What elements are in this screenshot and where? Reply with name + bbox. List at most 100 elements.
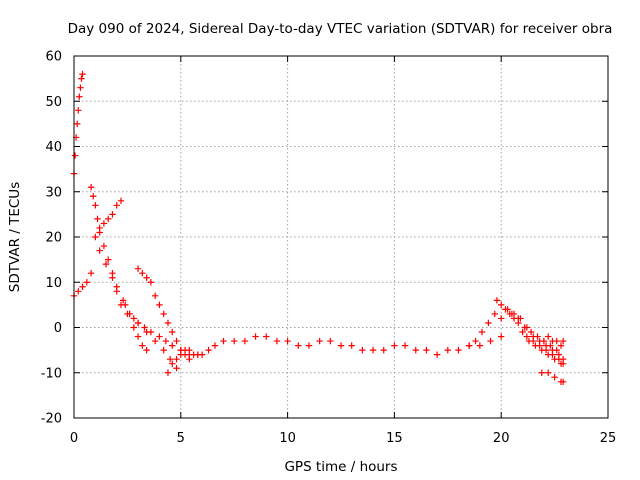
data-point <box>559 360 567 367</box>
y-tick-label: 20 <box>45 231 62 246</box>
data-point <box>156 301 163 309</box>
data-point <box>455 346 462 354</box>
data-point <box>79 70 86 78</box>
data-point <box>177 351 184 358</box>
data-point <box>327 337 334 345</box>
chart-title: Day 090 of 2024, Sidereal Day-to-day VTE… <box>68 21 613 37</box>
data-point <box>412 346 419 354</box>
data-point <box>139 270 146 277</box>
data-point <box>476 342 484 349</box>
data-point <box>557 342 565 349</box>
data-point <box>173 355 180 363</box>
data-point <box>534 333 541 340</box>
data-point <box>79 283 86 290</box>
y-tick-label: -10 <box>41 366 62 381</box>
x-tick-label: 5 <box>177 431 185 446</box>
data-point <box>104 215 112 223</box>
data-point <box>113 202 120 209</box>
data-point <box>102 260 110 268</box>
series <box>134 265 193 363</box>
data-point <box>530 337 537 345</box>
data-point <box>104 256 112 263</box>
data-point <box>74 120 81 128</box>
data-point <box>557 378 565 385</box>
data-point <box>369 346 377 354</box>
data-point <box>96 224 103 232</box>
data-point <box>78 75 85 82</box>
data-point <box>273 337 281 345</box>
y-tick-label: 60 <box>45 50 62 65</box>
data-point <box>75 288 82 295</box>
data-point <box>94 215 101 223</box>
data-point <box>169 328 176 336</box>
data-point <box>231 337 238 345</box>
data-point <box>536 342 543 349</box>
data-point <box>348 342 355 349</box>
axis-ticks: 0 5 10 15 20 25 -20 -10 0 10 20 30 40 50 60 <box>41 50 617 447</box>
data-point <box>241 337 249 345</box>
data-point <box>130 315 138 322</box>
data-point <box>151 292 159 300</box>
x-axis-label: GPS time / hours <box>284 459 397 475</box>
data-point <box>151 337 159 345</box>
data-point <box>478 328 486 336</box>
data-point <box>295 342 302 349</box>
data-point <box>198 351 206 358</box>
data-point <box>122 301 129 309</box>
data-point <box>173 365 180 372</box>
data-point <box>160 346 167 354</box>
data-point <box>519 328 526 336</box>
data-point <box>433 351 441 358</box>
data-point <box>284 337 291 345</box>
data-point <box>169 360 176 367</box>
data-point <box>87 270 95 277</box>
x-tick-label: 20 <box>493 431 510 446</box>
x-tick-label: 0 <box>70 431 78 446</box>
data-point <box>538 369 545 376</box>
data-point <box>186 355 193 363</box>
data-point <box>134 333 142 340</box>
data-point <box>444 346 451 354</box>
data-point <box>77 84 84 91</box>
data-point <box>75 107 82 114</box>
data-point <box>143 274 150 281</box>
x-tick-label: 10 <box>279 431 296 446</box>
y-tick-label: 0 <box>54 321 62 336</box>
series <box>540 333 567 349</box>
data-point <box>83 279 91 286</box>
data-point <box>465 342 473 349</box>
data-point <box>544 333 552 340</box>
data-point <box>401 342 409 349</box>
series <box>70 233 202 358</box>
data-point <box>559 337 567 345</box>
data-point <box>186 346 193 354</box>
data-point <box>205 346 212 354</box>
data-point <box>263 333 270 340</box>
data-point <box>555 355 563 363</box>
series <box>508 310 567 385</box>
data-point <box>553 337 560 345</box>
data-point <box>164 369 172 376</box>
series <box>465 306 567 363</box>
data-point <box>143 346 150 354</box>
data-point <box>126 310 133 318</box>
data-point <box>143 328 150 336</box>
data-point <box>220 337 227 345</box>
data-point <box>472 337 479 345</box>
data-point <box>141 324 148 331</box>
data-point <box>130 324 138 331</box>
data-point <box>549 351 556 358</box>
data-point <box>551 374 558 381</box>
y-tick-label: 40 <box>45 140 62 155</box>
y-tick-label: -20 <box>41 412 62 427</box>
data-point <box>139 342 146 349</box>
data-point <box>305 342 313 349</box>
data-point <box>498 333 505 340</box>
data-point <box>173 337 180 345</box>
data-point <box>92 233 99 241</box>
data-point <box>87 184 95 191</box>
data-point <box>90 193 97 200</box>
series <box>96 197 150 354</box>
data-point <box>521 324 528 331</box>
data-point <box>119 297 127 304</box>
